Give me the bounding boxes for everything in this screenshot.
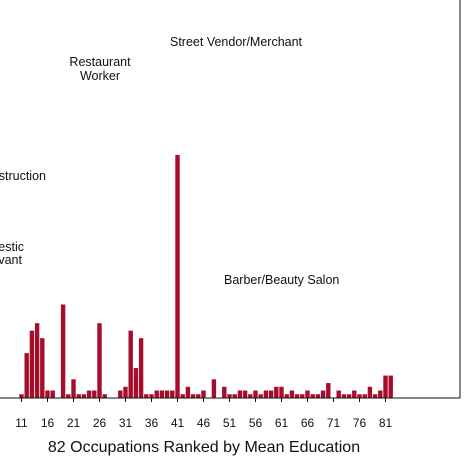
bar-segment (248, 394, 253, 398)
bar-segment (201, 390, 206, 398)
annotation-label: vant (0, 253, 23, 267)
bar-segment (60, 304, 66, 398)
bar-segment (357, 394, 362, 398)
bars-group (19, 154, 393, 398)
bar-segment (352, 390, 357, 398)
x-ticks-group: 11 16 21 26 31 36 41 46 51 56 61 66 71 76 81 (15, 398, 392, 430)
x-tick-label: 21 (67, 416, 81, 430)
bar-segment (128, 330, 133, 398)
x-tick-label: 41 (171, 416, 185, 430)
bar-segment (175, 154, 180, 398)
bar-segment (211, 379, 217, 398)
bar-segment (76, 394, 81, 398)
bar-segment (29, 330, 35, 398)
bar-segment (19, 394, 24, 398)
bar-segment (388, 375, 393, 398)
bar-segment (253, 390, 258, 398)
bar-segment (383, 375, 388, 398)
bar-segment (372, 394, 378, 398)
annotation-label: Barber/Beauty Salon (224, 273, 339, 287)
x-tick-label: 61 (275, 416, 289, 430)
x-tick-label: 16 (41, 416, 55, 430)
bar-segment (97, 323, 102, 398)
bar-segment (320, 390, 326, 398)
bar-segment (164, 390, 170, 398)
annotation-label: estic (0, 240, 24, 254)
bar-segment (24, 353, 29, 398)
bar-segment (336, 390, 341, 398)
x-tick-label: 66 (301, 416, 315, 430)
bar-segment (227, 394, 232, 398)
bar-segment (118, 390, 123, 398)
bar-segment (378, 390, 383, 398)
bar-segment (149, 394, 154, 398)
bar-segment (170, 390, 175, 398)
annotation-label: Worker (80, 69, 120, 83)
bar-segment (40, 338, 45, 398)
bar-segment (144, 394, 149, 398)
bar-segment (242, 390, 248, 398)
x-axis-label: 82 Occupations Ranked by Mean Education (48, 439, 360, 456)
bar-segment (341, 394, 347, 398)
bar-segment (274, 386, 279, 398)
bar-segment (92, 390, 97, 398)
x-tick-label: 26 (93, 416, 107, 430)
bar-segment (222, 386, 227, 398)
bar-segment (81, 394, 87, 398)
bar-segment (326, 383, 331, 398)
bar-segment (50, 390, 55, 398)
bar-segment (86, 390, 92, 398)
x-tick-label: 46 (197, 416, 211, 430)
bar-segment (133, 368, 139, 398)
bar-segment (185, 386, 191, 398)
bar-segment (258, 394, 263, 398)
x-tick-label: 36 (145, 416, 159, 430)
bar-segment (34, 323, 40, 398)
bar-segment (284, 394, 289, 398)
bar-segment (315, 394, 321, 398)
bar-segment (268, 390, 274, 398)
bar-segment (71, 379, 76, 398)
bar-segment (102, 394, 107, 398)
bar-segment (138, 338, 144, 398)
bar-segment (367, 386, 373, 398)
x-tick-label: 56 (249, 416, 263, 430)
bar-segment (362, 394, 367, 398)
bar-segment (237, 390, 243, 398)
bar-segment (123, 386, 128, 398)
annotation-label: Street Vendor/Merchant (170, 35, 303, 49)
bar-segment (305, 390, 310, 398)
bar-segment (66, 394, 71, 398)
bar-segment (196, 394, 201, 398)
x-tick-label: 76 (353, 416, 367, 430)
bar-segment (289, 390, 295, 398)
x-tick-label: 81 (379, 416, 393, 430)
bar-segment (310, 394, 315, 398)
annotation-label: struction (0, 169, 46, 183)
bar-segment (190, 394, 196, 398)
bar-segment (180, 394, 185, 398)
bar-segment (159, 390, 165, 398)
bar-segment (294, 394, 300, 398)
x-tick-label: 31 (119, 416, 133, 430)
annotation-label: Restaurant (69, 55, 131, 69)
x-tick-label: 71 (327, 416, 341, 430)
bar-segment (232, 394, 237, 398)
bar-segment (279, 386, 284, 398)
bar-segment (154, 390, 159, 398)
bar-segment (346, 394, 352, 398)
bar-segment (300, 394, 305, 398)
x-tick-label: 11 (15, 416, 28, 430)
bar-segment (45, 390, 50, 398)
bar-segment (263, 390, 269, 398)
x-tick-label: 51 (223, 416, 237, 430)
